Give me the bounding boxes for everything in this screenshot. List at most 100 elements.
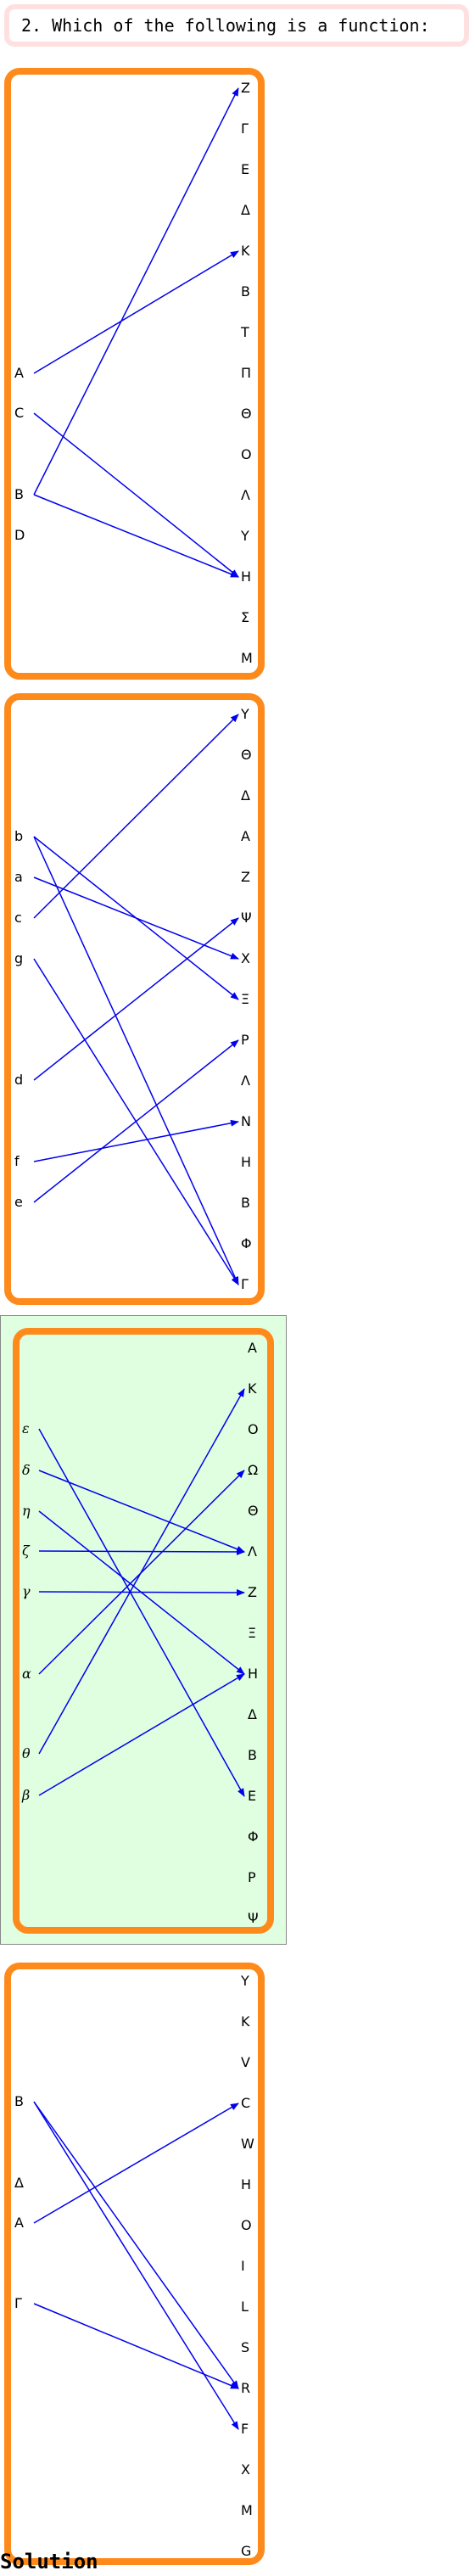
mapping-frame — [4, 1963, 265, 2565]
codomain-label-e: E — [241, 161, 250, 177]
codomain-label-c: C — [241, 2095, 251, 2111]
domain-label-g: g — [14, 950, 24, 966]
domain-label-e: e — [14, 1194, 23, 1210]
domain-label-c: c — [14, 910, 22, 926]
codomain-label-v: V — [241, 2054, 250, 2070]
codomain-label-f: F — [241, 2421, 249, 2437]
question-text: 2. Which of the following is a function: — [21, 15, 430, 36]
codomain-label-u393: Γ — [241, 120, 249, 137]
arrow-u3b8-to-k — [38, 1388, 245, 1755]
arrows-layer — [33, 2101, 239, 2430]
domain-label-u3b8: θ — [22, 1745, 31, 1761]
codomain-label-u398: Θ — [241, 747, 252, 763]
codomain-label-u3a3: Σ — [241, 609, 250, 625]
arrow-u3b2-to-h — [38, 1673, 245, 1796]
arrow-a-to-k — [33, 250, 239, 374]
codomain-label-p: P — [241, 1032, 249, 1048]
codomain-label-k: K — [248, 1380, 257, 1397]
domain-label-f: f — [14, 1153, 20, 1169]
codomain-label-x: X — [241, 950, 250, 966]
codomain-label-o: O — [241, 446, 252, 462]
codomain-label-n: N — [241, 1113, 251, 1129]
codomain-label-e: E — [248, 1788, 257, 1804]
arrow-d-to-u3a8 — [33, 917, 239, 1081]
arrow-u3b4-to-u39b — [38, 1470, 245, 1553]
arrows-layer — [33, 714, 239, 1285]
mapping-frame — [4, 693, 265, 1305]
arrow-u3b6-to-u39b — [38, 1548, 245, 1555]
arrow-a-to-c — [33, 2103, 239, 2224]
codomain-label-h: H — [241, 568, 252, 585]
codomain-label-r: R — [241, 2380, 251, 2396]
codomain-label-k: K — [241, 2013, 250, 2030]
arrow-e-to-p — [33, 1039, 239, 1203]
codomain-label-b: B — [241, 283, 250, 300]
codomain-label-u3a9: Ω — [248, 1462, 259, 1478]
arrow-b-to-r — [33, 2101, 239, 2389]
option-4[interactable]: Y K V C W H O I L S R F X M G B Δ A Γ — [0, 1958, 271, 2569]
question-box: 2. Which of the following is a function: — [4, 4, 469, 47]
codomain-label-u398: Θ — [241, 406, 252, 422]
codomain-label-y: Y — [241, 1973, 249, 1989]
codomain-label-u39b: Λ — [241, 487, 250, 503]
codomain-label-u393: Γ — [241, 1276, 249, 1292]
domain-label-c: C — [14, 405, 25, 421]
codomain-label-u3a0: Π — [241, 365, 252, 381]
codomain-label-b: B — [241, 1195, 250, 1211]
codomain-label-y: Y — [241, 706, 249, 722]
domain-label-u3b5: ε — [22, 1420, 30, 1436]
codomain-label-b: B — [248, 1747, 257, 1763]
codomain-label-z: Z — [248, 1584, 257, 1600]
codomain-label-u3a8: Ψ — [248, 1910, 259, 1926]
arrow-a-to-x — [33, 876, 239, 960]
arrows-layer — [33, 87, 239, 578]
domain-label-u3b1: α — [22, 1666, 31, 1682]
codomain-label-m: M — [241, 650, 253, 666]
codomain-label-u39e: Ξ — [248, 1625, 257, 1641]
domain-label-d: D — [14, 527, 25, 543]
domain-label-d: d — [14, 1072, 24, 1088]
domain-label-u3b4: δ — [22, 1462, 31, 1478]
arrow-u393-to-r — [33, 2303, 239, 2389]
mapping-frame — [4, 68, 265, 680]
domain-label-b: B — [14, 2093, 24, 2109]
codomain-label-u394: Δ — [248, 1706, 257, 1722]
codomain-label-i: I — [241, 2258, 245, 2274]
codomain-label-s: S — [241, 2339, 250, 2355]
domain-label-u393: Γ — [14, 2295, 22, 2311]
arrow-f-to-n — [33, 1119, 239, 1162]
codomain-label-h: H — [248, 1666, 259, 1682]
codomain-label-k: K — [241, 243, 250, 259]
arrow-b-to-z — [33, 87, 239, 496]
codomain-label-o: O — [248, 1421, 259, 1437]
codomain-label-p: P — [248, 1869, 256, 1885]
codomain-label-o: O — [241, 2217, 252, 2233]
domain-label-u3b2: β — [22, 1787, 31, 1803]
arrow-c-to-y — [33, 714, 239, 919]
option-1[interactable]: Z Γ E Δ K B T Π Θ O Λ Y H Σ M A C B D — [0, 64, 271, 687]
codomain-label-u398: Θ — [248, 1503, 259, 1519]
domain-label-b: b — [14, 828, 24, 844]
arrow-b-to-h — [33, 494, 239, 578]
codomain-label-w: W — [241, 2136, 254, 2152]
codomain-label-u39e: Ξ — [241, 991, 250, 1007]
arrow-b-to-f — [33, 2101, 239, 2430]
codomain-label-u3a8: Ψ — [241, 910, 252, 926]
codomain-label-u3a6: Φ — [241, 1235, 252, 1252]
codomain-label-t: T — [241, 324, 249, 340]
codomain-label-g: G — [241, 2543, 252, 2559]
mapping-frame — [13, 1328, 274, 1934]
arrow-u3b5-to-e — [38, 1428, 245, 1797]
codomain-label-h: H — [241, 2176, 252, 2192]
domain-label-a: a — [14, 869, 23, 885]
domain-label-u3b6: ζ — [22, 1543, 30, 1559]
codomain-label-u39b: Λ — [241, 1072, 250, 1089]
codomain-label-y: Y — [241, 528, 249, 544]
codomain-label-l: L — [241, 2299, 249, 2315]
codomain-label-u394: Δ — [241, 787, 250, 804]
codomain-label-z: Z — [241, 869, 250, 885]
domain-label-a: A — [14, 2215, 24, 2231]
codomain-label-m: M — [241, 2502, 253, 2518]
